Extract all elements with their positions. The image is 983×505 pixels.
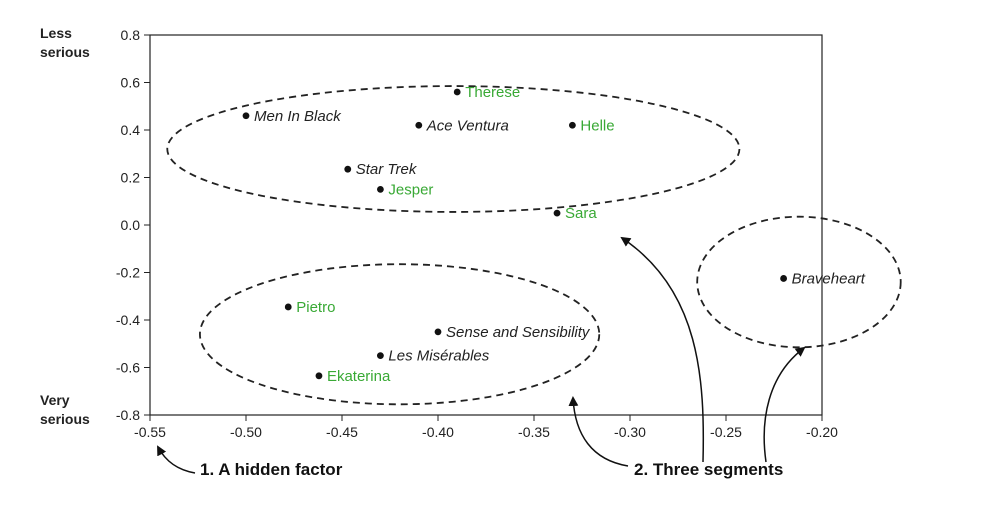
x-tick-label: -0.50 <box>230 424 262 440</box>
point-label: Sara <box>565 205 597 222</box>
point-label: Star Trek <box>356 161 418 178</box>
x-tick-label: -0.45 <box>326 424 358 440</box>
data-point <box>377 185 384 193</box>
segment-ellipses <box>166 85 902 406</box>
y-tick-label: -0.6 <box>116 360 140 376</box>
y-tick-label: -0.4 <box>116 312 140 328</box>
point-label: Ace Ventura <box>426 117 509 134</box>
y-tick-label: 0.0 <box>121 217 141 233</box>
three-segments-annotation: 2. Three segments <box>634 460 783 479</box>
y-tick-label: 0.6 <box>121 75 141 91</box>
segment-arrow-bottom <box>568 396 629 467</box>
y-top-label-line-2: serious <box>40 44 90 60</box>
y-tick-label: -0.2 <box>116 265 140 281</box>
data-points: Men In Black Therese Ace Ventura Helle Star … <box>242 84 866 385</box>
point-label: Braveheart <box>792 270 866 287</box>
y-tick-label: 0.8 <box>121 27 141 43</box>
y-tick-label: -0.8 <box>116 407 140 423</box>
data-point <box>780 275 787 282</box>
y-bottom-label-line-2: serious <box>40 411 90 427</box>
data-point <box>569 121 576 129</box>
y-tick-label: 0.4 <box>121 122 141 138</box>
point-label: Helle <box>580 117 614 134</box>
x-tick-label: -0.35 <box>518 424 550 440</box>
point-label: Pietro <box>296 299 335 316</box>
point-label: Les Misérables <box>388 348 489 365</box>
hidden-factor-annotation: 1. A hidden factor <box>200 460 343 479</box>
point-label: Jesper <box>388 181 433 198</box>
point-label: Men In Black <box>254 108 342 125</box>
point-label: Ekaterina <box>327 368 391 385</box>
x-tick-label: -0.55 <box>134 424 166 440</box>
data-point <box>553 209 561 217</box>
data-point <box>415 121 423 129</box>
y-tick-label: 0.2 <box>121 170 141 186</box>
y-bottom-label-line-1: Very <box>40 392 70 408</box>
data-point <box>434 328 442 336</box>
segment-arrow-right <box>763 346 806 463</box>
y-top-label-line-1: Less <box>40 25 72 41</box>
hidden-factor-arrow <box>157 445 196 474</box>
data-point <box>453 88 461 96</box>
data-point <box>284 303 292 311</box>
segment-arrow-top <box>620 236 705 463</box>
data-point <box>344 165 352 173</box>
x-tick-label: -0.40 <box>422 424 454 440</box>
x-tick-label: -0.30 <box>614 424 646 440</box>
segment-ellipse <box>199 263 601 406</box>
point-label: Sense and Sensibility <box>446 324 591 341</box>
point-label: Therese <box>465 84 520 101</box>
x-tick-label: -0.25 <box>710 424 742 440</box>
data-point <box>242 112 250 120</box>
data-point <box>377 352 384 360</box>
x-tick-label: -0.20 <box>806 424 838 440</box>
axis-ticks: -0.55 -0.50 -0.45 -0.40 -0.35 -0.30 -0.25 -0.20… <box>116 27 838 440</box>
segment-ellipse <box>166 85 741 213</box>
data-point <box>315 372 323 380</box>
